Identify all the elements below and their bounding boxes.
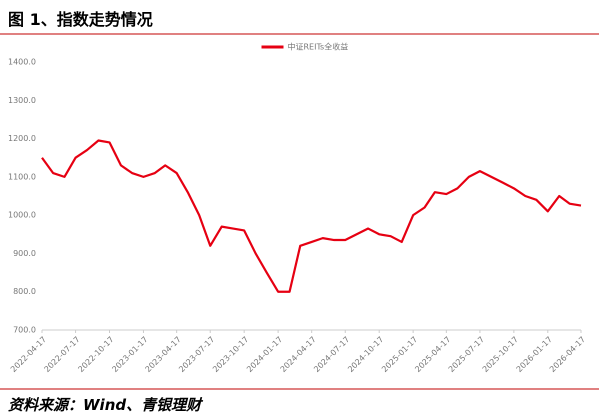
y-tick-label: 1000.0 [8, 211, 36, 220]
legend-label: 中证REITs全收益 [288, 42, 349, 52]
source-note: 资料来源：Wind、青银理财 [8, 396, 202, 414]
series-line [41, 139, 582, 293]
y-tick-label: 900.0 [13, 249, 36, 258]
x-tick-label: 2026-04-17 [548, 335, 587, 374]
y-tick-label: 1100.0 [8, 172, 36, 181]
header-title: 图 1、指数走势情况 [8, 10, 153, 29]
y-tick-label: 1400.0 [8, 58, 36, 67]
y-tick-label: 1200.0 [8, 134, 36, 143]
y-tick-label: 700.0 [13, 326, 36, 335]
y-tick-label: 1300.0 [8, 96, 36, 105]
y-tick-label: 800.0 [13, 287, 36, 296]
